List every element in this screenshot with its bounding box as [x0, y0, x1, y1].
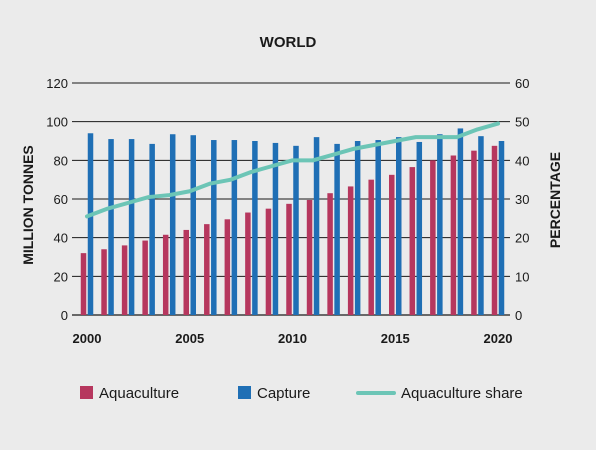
bar-capture — [313, 137, 320, 315]
bar-capture — [396, 137, 402, 315]
bar-aquaculture — [327, 193, 333, 315]
bar-capture — [478, 136, 484, 315]
bar-aquaculture — [409, 167, 416, 315]
bar-aquaculture — [204, 224, 210, 315]
y-tick-label-left: 80 — [54, 153, 68, 168]
bar-capture — [334, 143, 340, 315]
x-tick-label: 2000 — [73, 331, 102, 346]
bar-capture — [293, 145, 299, 315]
legend-label-capture: Capture — [257, 385, 310, 402]
bar-aquaculture — [430, 160, 436, 315]
y-tick-label-right: 50 — [515, 115, 529, 130]
bar-capture — [190, 135, 196, 315]
y-tick-label-right: 40 — [515, 153, 529, 168]
line-aquaculture-share — [85, 121, 500, 219]
legend-swatch-capture — [238, 386, 251, 399]
legend-label-aquaculture: Aquaculture — [99, 385, 179, 402]
bar-aquaculture — [306, 199, 313, 315]
y-tick-label-right: 60 — [515, 76, 529, 91]
bar-aquaculture — [183, 229, 189, 315]
bar-capture — [169, 134, 176, 315]
y-tick-label-left: 100 — [46, 115, 68, 130]
bar-capture — [437, 134, 443, 315]
y-tick-label-left: 60 — [54, 192, 68, 207]
bar-aquaculture — [162, 234, 169, 315]
y-tick-label-left: 0 — [61, 308, 68, 323]
y-tick-label-right: 30 — [515, 192, 529, 207]
bar-aquaculture — [80, 253, 87, 315]
bar-aquaculture — [389, 174, 395, 315]
bar-aquaculture — [286, 203, 292, 315]
chart-title: WORLD — [260, 34, 317, 51]
bar-aquaculture — [245, 212, 251, 315]
bar-capture — [128, 139, 135, 315]
legend: Aquaculture Capture Aquaculture share — [80, 385, 523, 402]
y-tick-label-left: 20 — [54, 269, 68, 284]
x-tick-label: 2015 — [381, 331, 410, 346]
bar-aquaculture — [347, 186, 354, 315]
y-tick-label-right: 20 — [515, 231, 529, 246]
bar-capture — [375, 140, 381, 315]
y-axis-left-label: MILLION TONNES — [20, 145, 36, 265]
bar-capture — [231, 140, 238, 315]
x-tick-label: 2005 — [175, 331, 204, 346]
bar-aquaculture — [450, 155, 457, 315]
bar-aquaculture — [368, 179, 374, 315]
bar-aquaculture — [265, 208, 272, 315]
bar-aquaculture — [121, 245, 128, 315]
y-tick-label-left: 40 — [54, 231, 68, 246]
bar-capture — [457, 128, 464, 315]
y-axis-right-label: PERCENTAGE — [547, 152, 563, 248]
legend-swatch-aquaculture — [80, 386, 93, 399]
bar-capture — [354, 141, 361, 315]
bar-capture — [149, 143, 155, 315]
legend-label-aquaculture-share: Aquaculture share — [401, 385, 523, 402]
x-tick-label: 2010 — [278, 331, 307, 346]
bar-capture — [252, 141, 258, 315]
y-tick-label-right: 10 — [515, 269, 529, 284]
bar-capture — [416, 141, 423, 315]
bar-capture — [498, 141, 505, 315]
bar-aquaculture — [101, 249, 107, 315]
bar-aquaculture — [471, 150, 477, 315]
bar-capture — [108, 139, 114, 315]
y-tick-label-left: 120 — [46, 76, 68, 91]
bar-capture — [211, 140, 217, 315]
x-tick-label: 2020 — [484, 331, 513, 346]
bar-aquaculture — [142, 240, 148, 315]
bar-capture — [87, 133, 94, 315]
bar-capture — [272, 142, 279, 315]
bar-aquaculture — [491, 145, 498, 315]
bar-aquaculture — [224, 219, 231, 315]
y-tick-label-right: 0 — [515, 308, 522, 323]
